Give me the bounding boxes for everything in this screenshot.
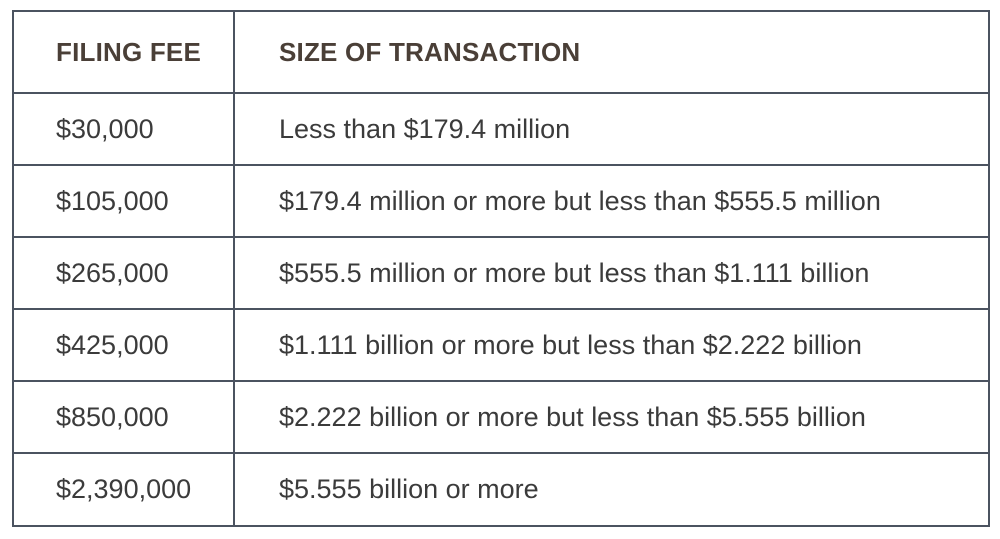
table-row: $2,390,000 $5.555 billion or more <box>12 452 990 527</box>
fee-cell: $2,390,000 <box>12 452 235 527</box>
fee-cell: $265,000 <box>12 236 235 310</box>
table-row: $265,000 $555.5 million or more but less… <box>12 236 990 310</box>
size-cell: $5.555 billion or more <box>233 452 990 527</box>
table-row: $105,000 $179.4 million or more but less… <box>12 164 990 238</box>
size-cell: $555.5 million or more but less than $1.… <box>233 236 990 310</box>
table-row: $425,000 $1.111 billion or more but less… <box>12 308 990 382</box>
header-size-of-transaction: SIZE OF TRANSACTION <box>233 10 990 94</box>
fee-cell: $105,000 <box>12 164 235 238</box>
header-filing-fee: FILING FEE <box>12 10 235 94</box>
size-cell: $179.4 million or more but less than $55… <box>233 164 990 238</box>
size-cell: Less than $179.4 million <box>233 92 990 166</box>
filing-fee-table: FILING FEE SIZE OF TRANSACTION $30,000 L… <box>12 10 990 527</box>
table-header-row: FILING FEE SIZE OF TRANSACTION <box>12 10 990 94</box>
size-cell: $2.222 billion or more but less than $5.… <box>233 380 990 454</box>
size-cell: $1.111 billion or more but less than $2.… <box>233 308 990 382</box>
fee-cell: $425,000 <box>12 308 235 382</box>
table-row: $30,000 Less than $179.4 million <box>12 92 990 166</box>
fee-cell: $30,000 <box>12 92 235 166</box>
fee-cell: $850,000 <box>12 380 235 454</box>
table-row: $850,000 $2.222 billion or more but less… <box>12 380 990 454</box>
